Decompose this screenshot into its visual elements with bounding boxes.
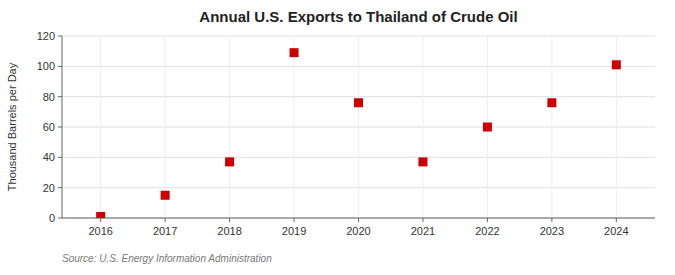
point <box>290 48 299 57</box>
y-tick <box>58 187 62 188</box>
x-tick-label: 2020 <box>346 225 370 237</box>
x-tick-label: 2023 <box>540 225 564 237</box>
x-tick <box>487 218 488 222</box>
y-tick-label: 100 <box>37 60 55 72</box>
point <box>96 212 105 218</box>
point <box>547 98 556 107</box>
x-tick <box>551 218 552 222</box>
y-tick-label: 60 <box>43 121 55 133</box>
x-grid-line <box>100 36 101 218</box>
y-tick <box>58 157 62 158</box>
points <box>96 48 621 218</box>
x-tick <box>165 218 166 222</box>
x-grid-line <box>165 36 166 218</box>
x-tick-label: 2022 <box>475 225 499 237</box>
y-tick <box>58 36 62 37</box>
x-tick-label: 2017 <box>153 225 177 237</box>
y-tick <box>58 96 62 97</box>
annotation: Source: U.S. Energy Information Administ… <box>62 253 272 264</box>
grid <box>62 36 655 218</box>
axes: 0 20 40 60 80 100 120 2016 2017 2018 2019 2020 2021 2… <box>37 30 655 237</box>
y-tick <box>58 127 62 128</box>
x-tick-label: 2018 <box>217 225 241 237</box>
point <box>354 98 363 107</box>
x-tick-label: 2016 <box>88 225 112 237</box>
x-tick-label: 2021 <box>411 225 435 237</box>
point <box>612 60 621 69</box>
y-tick <box>58 218 62 219</box>
x-grid-line <box>229 36 230 218</box>
x-grid-line <box>294 36 295 218</box>
chart-container: Annual U.S. Exports to Thailand of Crude… <box>0 0 675 275</box>
point <box>483 123 492 132</box>
y-tick <box>58 66 62 67</box>
chart: Annual U.S. Exports to Thailand of Crude… <box>0 0 675 275</box>
point <box>225 157 234 166</box>
x-grid-line <box>551 36 552 218</box>
y-tick-label: 0 <box>49 212 55 224</box>
x-tick <box>616 218 617 222</box>
point <box>418 157 427 166</box>
point <box>161 191 170 200</box>
y-tick-label: 120 <box>37 30 55 42</box>
y-axis-label: Thousand Barrels per Day <box>6 62 18 191</box>
x-tick <box>422 218 423 222</box>
x-tick-label: 2024 <box>604 225 628 237</box>
y-tick-label: 40 <box>43 151 55 163</box>
x-tick <box>229 218 230 222</box>
x-tick <box>358 218 359 222</box>
x-tick <box>100 218 101 222</box>
title: Annual U.S. Exports to Thailand of Crude… <box>199 8 517 25</box>
x-grid-line <box>358 36 359 218</box>
x-grid-line <box>422 36 423 218</box>
y-tick-label: 80 <box>43 91 55 103</box>
x-tick <box>294 218 295 222</box>
x-tick-label: 2019 <box>282 225 306 237</box>
y-tick-label: 20 <box>43 182 55 194</box>
